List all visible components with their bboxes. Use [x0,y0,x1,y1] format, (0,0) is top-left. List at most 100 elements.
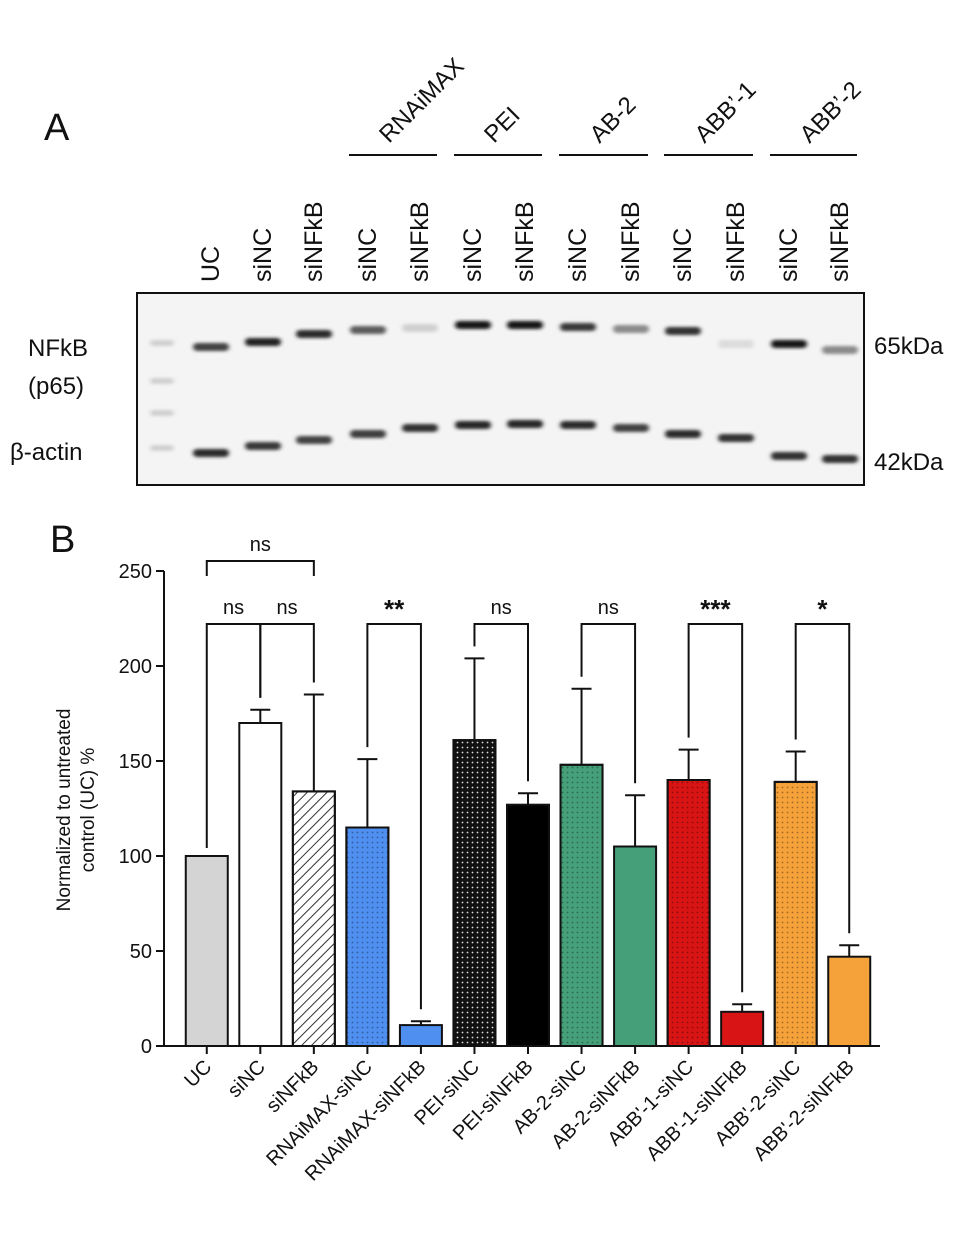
actin-band-8 [560,421,596,429]
ladder-band-3 [150,410,174,416]
group-label-abb-2: ABB’-2 [795,76,867,148]
ladder-band-1 [150,340,174,346]
panel-a-western-blot: A RNAiMAX PEI AB-2 ABB’-1 ABB’-2 UC siNC siNFk… [10,53,944,486]
bracket-sinc-vs-sinfkb [259,623,315,698]
mw-label-42kda: 42kDa [874,449,944,476]
nfkb-band-6 [455,321,491,329]
blot-bands [193,321,858,463]
y-axis: 0 50 100 150 200 250 [119,561,165,1058]
nfkb-band-9 [613,325,649,333]
error-bars [250,657,860,1026]
bar-abb-1-sinfkb [720,1010,765,1047]
actin-band-7 [507,420,543,428]
actin-band-6 [455,421,491,429]
bracket-pei-sinc-vs-pei-sinfkb [473,623,529,782]
lane-label-sinc: siNC [669,228,697,282]
significance-label-uc-vs-sinc: ns [223,597,244,619]
nfkb-band-10 [665,327,701,335]
nfkb-band-11 [718,340,754,348]
group-labels: RNAiMAX PEI AB-2 ABB’-1 ABB’-2 [349,53,867,156]
bracket-abb-2-sinc-vs-abb-2-sinfkb [794,623,851,934]
x-tick-label-uc: UC [180,1056,216,1092]
nfkb-band-3 [296,330,332,338]
lane-label-sinc: siNC [354,228,382,282]
x-axis: UC siNCsiNFkBRNAiMAX-siNCRNAiMAX-siNFkBPE… [164,1045,880,1185]
bar-rnaimax-sinfkb [398,1024,443,1047]
y-axis-label: Normalized to untreated control (UC) % [54,709,99,912]
nfkb-band-5 [402,324,438,332]
nfkb-band-8 [560,323,596,331]
panel-b-label: B [50,519,75,561]
nfkb-band-7 [507,321,543,329]
actin-band-5 [402,424,438,432]
lane-label-sinc: siNC [249,228,277,282]
bar-pattern-abb-2-sinc [773,780,818,1048]
blot-frame [136,292,865,486]
lane-label-sinfkb: siNFkB [722,201,750,282]
significance-label-sinc-vs-sinfkb: ns [277,597,298,619]
y-tick-label-50: 50 [130,941,152,963]
significance-label-ab-2-sinc-vs-ab-2-sinfkb: ns [598,597,619,619]
y-tick-label-200: 200 [119,656,152,678]
lane-label-sinc: siNC [775,228,803,282]
ladder-band-4 [150,445,174,451]
bar-pattern-ab-2-sinc [559,763,604,1047]
y-axis-label-line-2: control (UC) % [78,748,99,873]
bracket-rnaimax-sinc-vs-rnaimax-sinfkb [366,623,422,1010]
lane-labels: UC siNC siNFkB siNC siNFkB siNC siNFkB siNC siNF… [197,201,854,282]
significance-label-rnaimax-sinc-vs-rnaimax-sinfkb: ** [384,594,405,624]
bar-ab-2-sinfkb [613,845,658,1047]
panel-a-label: A [44,107,70,149]
bar-pattern-abb-1-sinc [666,779,711,1047]
nfkb-band-4 [350,326,386,334]
nfkb-band-12 [771,340,807,348]
bar-pei-sinfkb [506,803,550,1048]
lane-label-sinc: siNC [459,228,487,282]
bar-pattern-rnaimax-sinc [345,826,390,1047]
significance-label-abb-2-sinc-vs-abb-2-sinfkb: * [817,594,828,624]
actin-band-12 [771,452,807,460]
actin-band-10 [665,430,701,438]
significance-label-abb-1-sinc-vs-abb-1-sinfkb: *** [700,594,731,624]
protein-ladder [150,340,174,451]
actin-band-1 [193,449,229,457]
row-label-p65: (p65) [28,373,84,400]
group-label-abb-1: ABB’-1 [690,76,762,148]
lane-label-sinc: siNC [564,228,592,282]
mw-label-65kda: 65kDa [874,333,944,360]
row-label-nfkb: NFkB [28,335,88,362]
y-tick-label-250: 250 [119,561,152,583]
significance-label-pei-sinc-vs-pei-sinfkb: ns [491,597,512,619]
nfkb-band-13 [822,346,858,354]
bracket-abb-1-sinc-vs-abb-1-sinfkb [687,623,744,993]
lane-label-sinfkb: siNFkB [406,201,434,282]
bar-sinc [238,722,283,1047]
bracket-uc-vs-sinfkb [205,560,315,576]
actin-band-3 [296,436,332,444]
row-label-beta-actin: β-actin [10,439,83,466]
bar-pattern-pei-sinc [452,739,497,1047]
group-label-rnaimax: RNAiMAX [374,53,469,148]
lane-label-sinfkb: siNFkB [300,201,328,282]
actin-band-11 [718,434,754,442]
actin-band-13 [822,455,858,463]
group-label-ab-2: AB-2 [585,91,642,148]
bar-pattern-sinfkb [291,790,336,1048]
bar-uc [184,855,229,1047]
y-tick-label-100: 100 [119,846,152,868]
significance-label-uc-vs-sinfkb: ns [250,534,271,556]
y-axis-label-line-1: Normalized to untreated [54,709,75,912]
nfkb-band-1 [193,343,229,351]
ladder-band-2 [150,378,174,384]
panel-b-bar-chart: B Normalized to untreated control (UC) %… [50,519,880,1185]
actin-band-2 [245,442,281,450]
x-tick-label-sinc: siNC [224,1056,270,1102]
lane-label-sinfkb: siNFkB [617,201,645,282]
lane-label-sinfkb: siNFkB [511,201,539,282]
y-tick-label-150: 150 [119,751,152,773]
y-tick-label-0: 0 [141,1036,152,1058]
group-label-pei: PEI [479,102,525,148]
bracket-ab-2-sinc-vs-ab-2-sinfkb [580,623,637,784]
